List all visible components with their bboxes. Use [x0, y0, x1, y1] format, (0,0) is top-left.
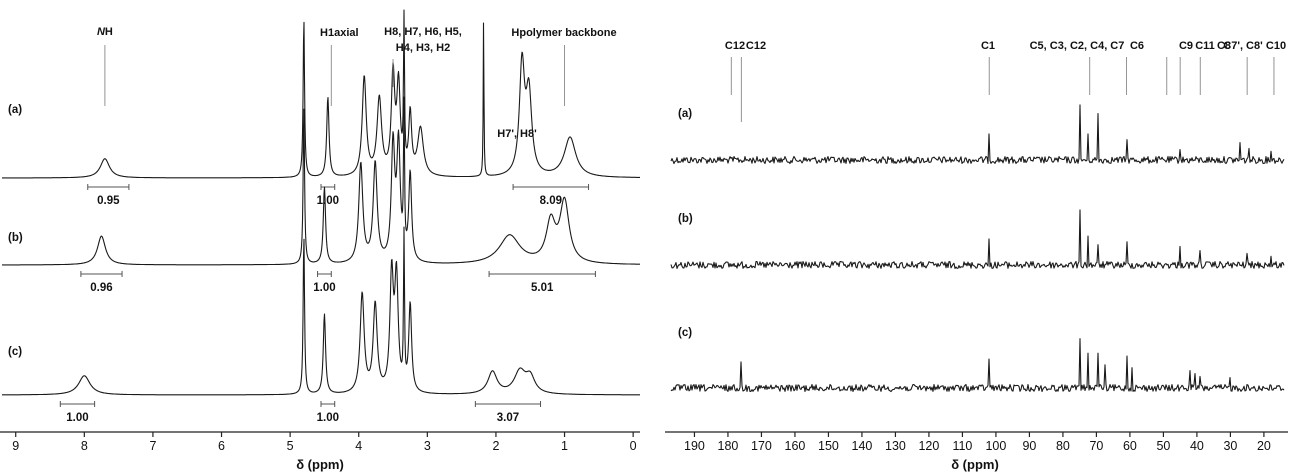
c-x-tick-label: 140	[852, 439, 873, 453]
c-annotation-label: C10	[1266, 40, 1286, 52]
integral-bracket	[59, 401, 96, 407]
c-x-tick-label: 120	[918, 439, 939, 453]
h-annotation-h7h8: H7', H8'	[497, 128, 537, 140]
c-x-tick-label: 150	[818, 439, 839, 453]
c-annotation-label: C12	[746, 40, 766, 52]
c-x-tick-label: 90	[1022, 439, 1036, 453]
h-x-tick-label: 5	[287, 439, 294, 453]
c-annotation-label: C8	[1217, 40, 1231, 52]
c-x-tick-label: 160	[785, 439, 806, 453]
integral-bracket	[512, 184, 590, 190]
c-spectrum-line	[670, 338, 1285, 393]
integral-value: 1.00	[313, 282, 335, 294]
c-annotation-label: C9	[1179, 40, 1193, 52]
h-nmr-panel: (a) 0.95 1.00 8.09 (b) 0.96 1.00 5.01 (c) 1.00 1.0…	[0, 9, 641, 472]
c-series-label: (b)	[678, 213, 693, 225]
h-x-tick-label: 7	[149, 439, 156, 453]
c-annotation-label: C5, C3, C2, C4, C7	[1030, 40, 1125, 52]
c-x-tick-label: 180	[718, 439, 739, 453]
integral-value: 3.07	[497, 412, 519, 424]
c-series-label: (c)	[678, 327, 692, 339]
integral-bracket	[80, 271, 123, 277]
integral-value: 1.00	[317, 412, 339, 424]
integral-value: 0.96	[90, 282, 112, 294]
c-x-tick-label: 190	[684, 439, 705, 453]
h-annotation-ring-line2: H4, H3, H2	[396, 42, 450, 54]
integral-bracket	[317, 271, 332, 277]
c-annotation-label: C6	[1130, 40, 1144, 52]
h-annotation-h1axial: H1axial	[320, 27, 359, 39]
c-spectrum-line	[670, 104, 1285, 165]
h-x-axis-title: δ (ppm)	[296, 457, 344, 472]
h-annotation-backbone: Hpolymer backbone	[511, 27, 616, 39]
h-x-tick-label: 8	[81, 439, 88, 453]
integral-bracket	[87, 184, 130, 190]
integral-value: 0.95	[97, 195, 120, 207]
c-x-tick-label: 50	[1156, 439, 1170, 453]
integral-value: 5.01	[531, 282, 554, 294]
integral-bracket	[474, 401, 542, 407]
h-x-tick-label: 1	[561, 439, 568, 453]
c-x-tick-label: 170	[751, 439, 772, 453]
c-x-tick-label: 110	[952, 439, 972, 453]
h-spectrum-line	[1, 96, 641, 266]
c-x-tick-label: 60	[1123, 439, 1137, 453]
c-annotation-label: C1	[981, 40, 995, 52]
c-x-tick-label: 20	[1257, 439, 1271, 453]
integral-value: 1.00	[317, 195, 339, 207]
c-annotation-label: C12	[725, 40, 745, 52]
h-annotation-nh: NH	[97, 26, 113, 38]
integral-bracket	[320, 401, 336, 407]
c-x-axis-title: δ (ppm)	[951, 457, 999, 472]
integral-bracket	[488, 271, 596, 277]
h-x-tick-label: 2	[492, 439, 499, 453]
h-x-tick-label: 4	[355, 439, 362, 453]
c-annotation-label: C11	[1195, 40, 1215, 52]
h-spectrum-line	[1, 9, 641, 179]
h-x-tick-label: 3	[424, 439, 431, 453]
c-nmr-panel: (a) (b) (c) 190 180 170 160 150 140 130 120 110 100 9…	[665, 40, 1288, 472]
c-x-tick-label: 130	[885, 439, 906, 453]
c-x-tick-label: 100	[985, 439, 1006, 453]
h-x-tick-label: 9	[12, 439, 19, 453]
h-annotation-ring-line1: H8, H7, H6, H5,	[384, 26, 462, 38]
h-series-label: (a)	[8, 104, 22, 116]
h-spectrum-line	[1, 226, 641, 396]
c-x-tick-label: 70	[1089, 439, 1103, 453]
h-series-label: (c)	[8, 346, 22, 358]
c-x-tick-label: 40	[1190, 439, 1204, 453]
c-x-tick-label: 30	[1223, 439, 1237, 453]
integral-value: 1.00	[66, 412, 88, 424]
h-x-tick-label: 0	[630, 439, 637, 453]
c-annotation-label: C7', C8'	[1223, 40, 1263, 52]
h-series-label: (b)	[8, 232, 23, 244]
h-x-tick-label: 6	[218, 439, 225, 453]
c-spectrum-line	[670, 209, 1285, 270]
integral-bracket	[320, 184, 336, 190]
c-series-label: (a)	[678, 108, 692, 120]
integral-value: 8.09	[540, 195, 562, 207]
c-x-tick-label: 80	[1056, 439, 1070, 453]
